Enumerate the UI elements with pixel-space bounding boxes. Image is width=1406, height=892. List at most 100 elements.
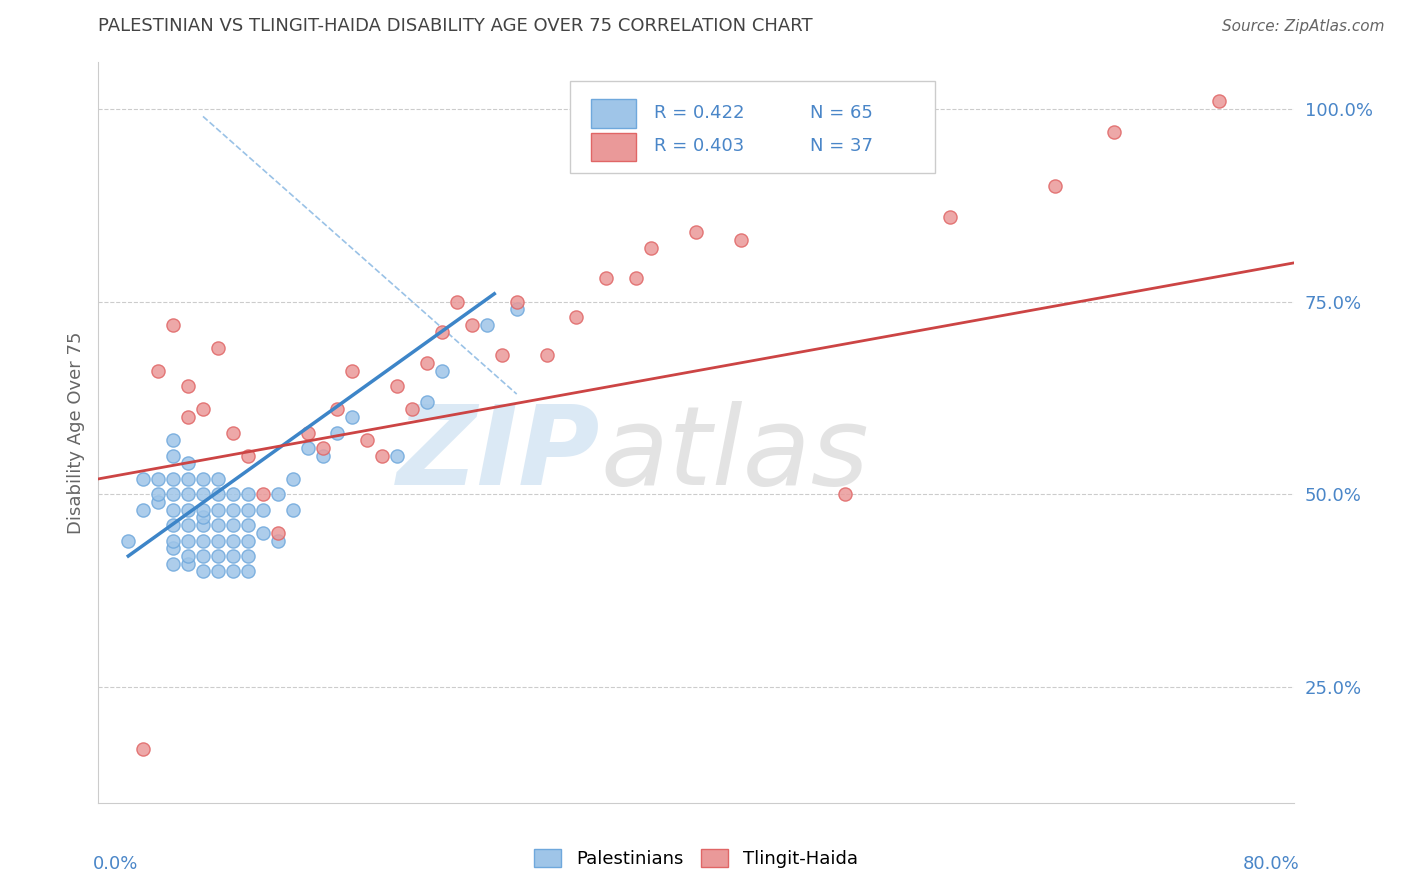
- Point: [148, 472, 170, 486]
- Point: [162, 472, 184, 486]
- FancyBboxPatch shape: [591, 99, 637, 128]
- Point: [416, 394, 439, 409]
- Point: [371, 449, 394, 463]
- Point: [595, 271, 617, 285]
- Point: [177, 410, 200, 425]
- Point: [162, 502, 184, 516]
- Point: [640, 240, 662, 255]
- Point: [207, 472, 229, 486]
- Point: [207, 518, 229, 533]
- Legend: Palestinians, Tlingit-Haida: Palestinians, Tlingit-Haida: [527, 841, 865, 875]
- Point: [191, 510, 214, 524]
- Point: [326, 402, 349, 417]
- Point: [162, 541, 184, 556]
- Text: R = 0.403: R = 0.403: [654, 137, 744, 155]
- Point: [252, 487, 274, 501]
- Point: [162, 533, 184, 548]
- FancyBboxPatch shape: [591, 133, 637, 161]
- Point: [191, 487, 214, 501]
- Point: [475, 318, 498, 332]
- Point: [1208, 94, 1230, 108]
- Text: atlas: atlas: [600, 401, 869, 508]
- Text: R = 0.422: R = 0.422: [654, 103, 745, 122]
- Point: [236, 518, 259, 533]
- Y-axis label: Disability Age Over 75: Disability Age Over 75: [66, 331, 84, 534]
- Point: [385, 449, 409, 463]
- Point: [132, 502, 155, 516]
- Text: ZIP: ZIP: [396, 401, 600, 508]
- Point: [222, 425, 245, 440]
- Point: [236, 549, 259, 563]
- Point: [148, 487, 170, 501]
- Point: [222, 502, 245, 516]
- Point: [191, 472, 214, 486]
- Point: [342, 410, 364, 425]
- Point: [311, 441, 333, 455]
- Point: [1043, 178, 1066, 193]
- Point: [162, 434, 184, 448]
- Text: N = 65: N = 65: [810, 103, 872, 122]
- Point: [191, 518, 214, 533]
- Point: [207, 487, 229, 501]
- Point: [222, 549, 245, 563]
- Point: [236, 502, 259, 516]
- Point: [177, 518, 200, 533]
- Point: [162, 518, 184, 533]
- Point: [536, 349, 558, 363]
- Point: [626, 271, 648, 285]
- Point: [177, 557, 200, 571]
- Point: [222, 518, 245, 533]
- Point: [222, 565, 245, 579]
- Point: [506, 302, 529, 317]
- Point: [1104, 125, 1126, 139]
- Text: PALESTINIAN VS TLINGIT-HAIDA DISABILITY AGE OVER 75 CORRELATION CHART: PALESTINIAN VS TLINGIT-HAIDA DISABILITY …: [98, 17, 813, 35]
- Point: [207, 341, 229, 355]
- Point: [565, 310, 588, 324]
- Text: N = 37: N = 37: [810, 137, 873, 155]
- Point: [356, 434, 378, 448]
- Point: [685, 225, 707, 239]
- Point: [236, 487, 259, 501]
- FancyBboxPatch shape: [571, 81, 935, 173]
- Point: [267, 533, 290, 548]
- Text: 0.0%: 0.0%: [93, 855, 138, 872]
- Point: [177, 457, 200, 471]
- Point: [297, 425, 319, 440]
- Point: [132, 472, 155, 486]
- Point: [491, 349, 513, 363]
- Point: [162, 449, 184, 463]
- Point: [939, 210, 962, 224]
- Point: [267, 487, 290, 501]
- Point: [430, 326, 453, 340]
- Point: [281, 472, 304, 486]
- Point: [506, 294, 529, 309]
- Point: [252, 502, 274, 516]
- Point: [326, 425, 349, 440]
- Point: [267, 525, 290, 540]
- Point: [162, 487, 184, 501]
- Point: [207, 533, 229, 548]
- Point: [207, 502, 229, 516]
- Point: [177, 379, 200, 393]
- Point: [401, 402, 423, 417]
- Point: [162, 557, 184, 571]
- Point: [281, 502, 304, 516]
- Point: [207, 549, 229, 563]
- Point: [297, 441, 319, 455]
- Point: [236, 565, 259, 579]
- Point: [177, 533, 200, 548]
- Point: [191, 549, 214, 563]
- Point: [222, 487, 245, 501]
- Point: [430, 364, 453, 378]
- Point: [148, 364, 170, 378]
- Point: [132, 741, 155, 756]
- Point: [730, 233, 752, 247]
- Point: [236, 449, 259, 463]
- Point: [461, 318, 484, 332]
- Point: [416, 356, 439, 370]
- Point: [177, 502, 200, 516]
- Point: [162, 318, 184, 332]
- Point: [385, 379, 409, 393]
- Point: [191, 533, 214, 548]
- Point: [222, 533, 245, 548]
